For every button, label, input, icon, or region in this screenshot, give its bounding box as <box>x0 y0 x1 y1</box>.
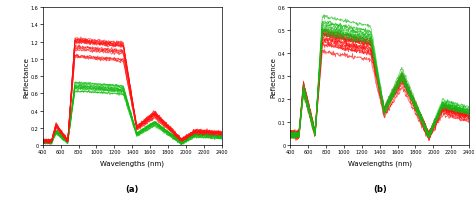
Y-axis label: Reflectance: Reflectance <box>271 56 277 97</box>
Text: (b): (b) <box>373 184 386 193</box>
Text: (a): (a) <box>126 184 139 193</box>
X-axis label: Wavelengths (nm): Wavelengths (nm) <box>347 160 411 167</box>
X-axis label: Wavelengths (nm): Wavelengths (nm) <box>100 160 164 167</box>
Y-axis label: Reflectance: Reflectance <box>23 56 29 97</box>
